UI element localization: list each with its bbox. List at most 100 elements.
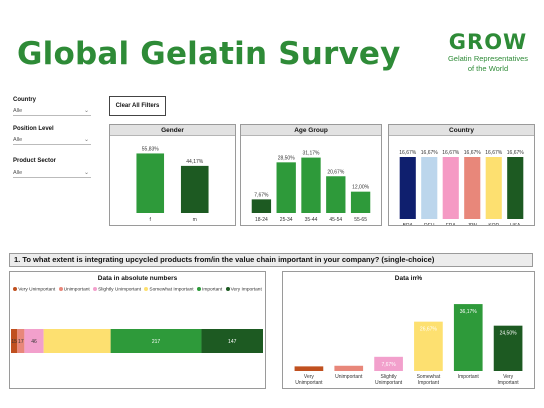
bar <box>136 153 165 213</box>
question-heading: 1. To what extent is integrating upcycle… <box>9 253 533 267</box>
percent-bar-chart: 2,50%VeryUnimportant2,83%Unimportant7,67… <box>294 304 523 386</box>
gender-panel-title: Gender <box>110 125 235 136</box>
legend-item: Slightly Unimportant <box>93 287 141 292</box>
chart-legend: Very Unimportant Unimportant Slightly Un… <box>10 287 265 292</box>
logo-subtitle-line-2: of the World <box>467 64 509 73</box>
legend-dot <box>13 287 18 291</box>
data-label: 16,67% <box>507 150 525 156</box>
chevron-down-icon: ⌄ <box>83 137 89 143</box>
tick-label: Important <box>458 374 480 380</box>
tick-label: Unimportant <box>375 380 403 386</box>
data-label: 31,17% <box>303 151 321 157</box>
bar <box>421 157 438 219</box>
country-filter-value: Alle <box>13 108 23 114</box>
position-level-filter-label: Position Level <box>13 126 54 132</box>
percent-panel: Data in% 2,50% Very Unimportant 2,83% Unimpo… <box>282 271 535 389</box>
legend-item: Very Important <box>225 287 262 292</box>
data-label: 28,50% <box>278 155 296 161</box>
bar <box>399 157 416 219</box>
product-sector-filter-value: Alle <box>13 170 23 176</box>
bar <box>442 157 459 219</box>
data-label: 16,67% <box>464 150 482 156</box>
bar <box>414 321 443 371</box>
country-chart: 16,67% BRA 16,67% DEU 16,67% FRA 16,67% JPN 16,6… <box>399 150 525 229</box>
tick-label: 55-65 <box>354 217 367 223</box>
tick-label: Important <box>498 380 520 386</box>
chevron-down-icon: ⌄ <box>83 108 89 114</box>
tick-label: Very <box>503 374 514 380</box>
data-label: 7,67% <box>381 362 396 368</box>
logo-subtitle-line-1: Gelatin Representatives <box>447 54 529 63</box>
data-label: 16,67% <box>442 150 460 156</box>
stacked-segment <box>11 329 18 353</box>
data-label: 7,67% <box>254 192 269 198</box>
legend-dot <box>196 287 201 291</box>
bar <box>334 365 364 371</box>
data-label: 24,50% <box>500 331 518 337</box>
data-label: 20,67% <box>327 169 345 175</box>
bar <box>301 157 321 213</box>
bar <box>464 157 481 219</box>
tick-label: DEU <box>424 223 435 225</box>
bar <box>180 165 209 213</box>
product-sector-filter-label: Product Sector <box>13 158 57 164</box>
page-title: Global Gelatin Survey <box>17 36 401 72</box>
chevron-down-icon: ⌄ <box>83 170 89 176</box>
bar <box>276 162 296 213</box>
logo-word: GROW <box>448 30 528 54</box>
gender-panel: Gender 55,83% f 44,17% m <box>109 124 236 226</box>
country-filter-label: Country <box>13 97 36 103</box>
bar <box>251 199 272 213</box>
tick-label: 18-24 <box>255 217 268 223</box>
legend-dot <box>93 287 98 291</box>
data-label: 44,17% <box>186 159 204 165</box>
tick-label: BRA <box>403 223 414 225</box>
tick-label: 35-44 <box>305 217 318 223</box>
grow-logo: GROW Gelatin Representatives of the Worl… <box>440 30 536 82</box>
tick-label: Important <box>418 380 440 386</box>
legend-dot <box>58 287 63 291</box>
bar <box>374 356 403 371</box>
legend-dot <box>144 287 149 291</box>
stacked-segment <box>17 329 25 353</box>
stacked-bar-chart: 15 17 46 217 147 <box>11 329 263 353</box>
data-label: 2,50% <box>302 371 317 377</box>
age-group-chart: 7,67% 18-24 28,50% 25-34 31,17% 35-44 20,67% 45… <box>251 151 371 223</box>
country-panel-title: Country <box>389 125 534 136</box>
position-level-filter-select[interactable]: Alle ⌄ <box>13 135 91 145</box>
bar <box>507 157 524 219</box>
tick-label: Unimportant <box>295 380 323 386</box>
data-label: 36,17% <box>460 309 478 315</box>
tick-label: 25-34 <box>280 217 293 223</box>
data-label: 2,83% <box>342 371 357 377</box>
bar <box>485 157 502 219</box>
legend-item: Unimportant <box>58 287 90 292</box>
legend-item: Very Unimportant <box>13 287 55 292</box>
stacked-segment <box>110 329 202 353</box>
bar <box>493 325 523 371</box>
tick-label: JPN <box>468 223 478 225</box>
position-level-filter-value: Alle <box>13 137 23 143</box>
segment-label: 217 <box>152 339 161 345</box>
tick-label: 45-54 <box>329 217 342 223</box>
stacked-segment <box>43 329 111 353</box>
age-group-panel-title: Age Group <box>241 125 381 136</box>
age-group-panel: Age Group 7,67% 18-24 28,50% 25-34 31,17% 35-… <box>240 124 382 226</box>
bar <box>350 191 371 213</box>
tick-label: m <box>193 217 197 223</box>
bar <box>294 366 324 371</box>
tick-label: Somewhat <box>417 374 441 380</box>
tick-label: Unimportant <box>335 374 363 380</box>
data-label: 16,67% <box>485 150 503 156</box>
clear-all-filters-button[interactable]: Clear All Filters <box>109 96 166 116</box>
tick-label: USA <box>510 223 521 225</box>
tick-label: Very <box>304 374 315 380</box>
data-label: 16,67% <box>399 150 417 156</box>
tick-label: Slightly <box>381 374 398 380</box>
data-label: 16,67% <box>421 150 439 156</box>
country-filter-select[interactable]: Alle ⌄ <box>13 106 91 116</box>
gender-chart: 55,83% f 44,17% m <box>136 146 209 223</box>
segment-label: 15 <box>11 339 17 345</box>
tick-label: f <box>150 217 152 223</box>
product-sector-filter-select[interactable]: Alle ⌄ <box>13 168 91 178</box>
